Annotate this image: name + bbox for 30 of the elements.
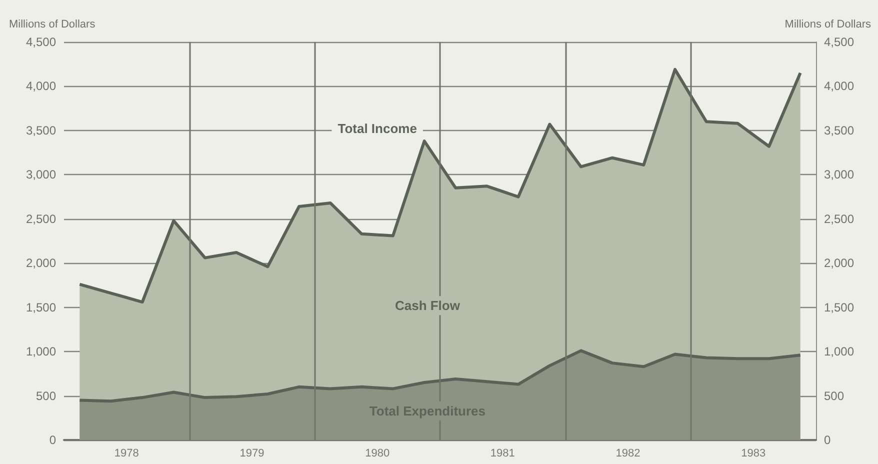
y2-tick-label: 3,500 [824, 123, 854, 138]
x-tick-label: 1978 [114, 448, 139, 460]
y2-tick-label: 1,500 [824, 300, 854, 314]
y-tick-label: 1,000 [26, 344, 56, 359]
y2-tick-label: 1,000 [824, 344, 854, 359]
y2-tick-label: 2,000 [824, 256, 854, 270]
y-tick-label: 2,500 [26, 212, 56, 226]
series-label: Total Income [338, 121, 417, 136]
y2-tick-label: 2,500 [824, 212, 854, 226]
y2-axis-title: Millions of Dollars [784, 18, 872, 30]
y-tick-label: 2,000 [26, 256, 56, 270]
x-tick-label: 1982 [616, 448, 640, 460]
y2-tick-label: 500 [824, 388, 844, 403]
y2-tick-label: 3,000 [824, 168, 854, 182]
y-tick-label: 3,000 [26, 168, 56, 182]
y-tick-label: 3,500 [26, 123, 56, 138]
y-axis-title: Millions of Dollars [9, 18, 96, 30]
y-tick-label: 0 [49, 433, 56, 447]
y-tick-label: 500 [36, 388, 56, 403]
y2-tick-label: 4,000 [824, 79, 854, 94]
y-tick-label: 4,000 [26, 79, 56, 94]
y-tick-label: 4,500 [26, 35, 56, 49]
y2-tick-label: 4,500 [824, 35, 854, 49]
x-tick-label: 1979 [240, 448, 264, 460]
x-tick-label: 1981 [490, 448, 515, 460]
y-tick-label: 1,500 [26, 300, 56, 314]
annotation: Cash Flow [394, 298, 461, 314]
x-tick-label: 1983 [741, 448, 766, 460]
y2-tick-label: 0 [824, 433, 831, 447]
x-tick-label: 1980 [365, 448, 390, 460]
